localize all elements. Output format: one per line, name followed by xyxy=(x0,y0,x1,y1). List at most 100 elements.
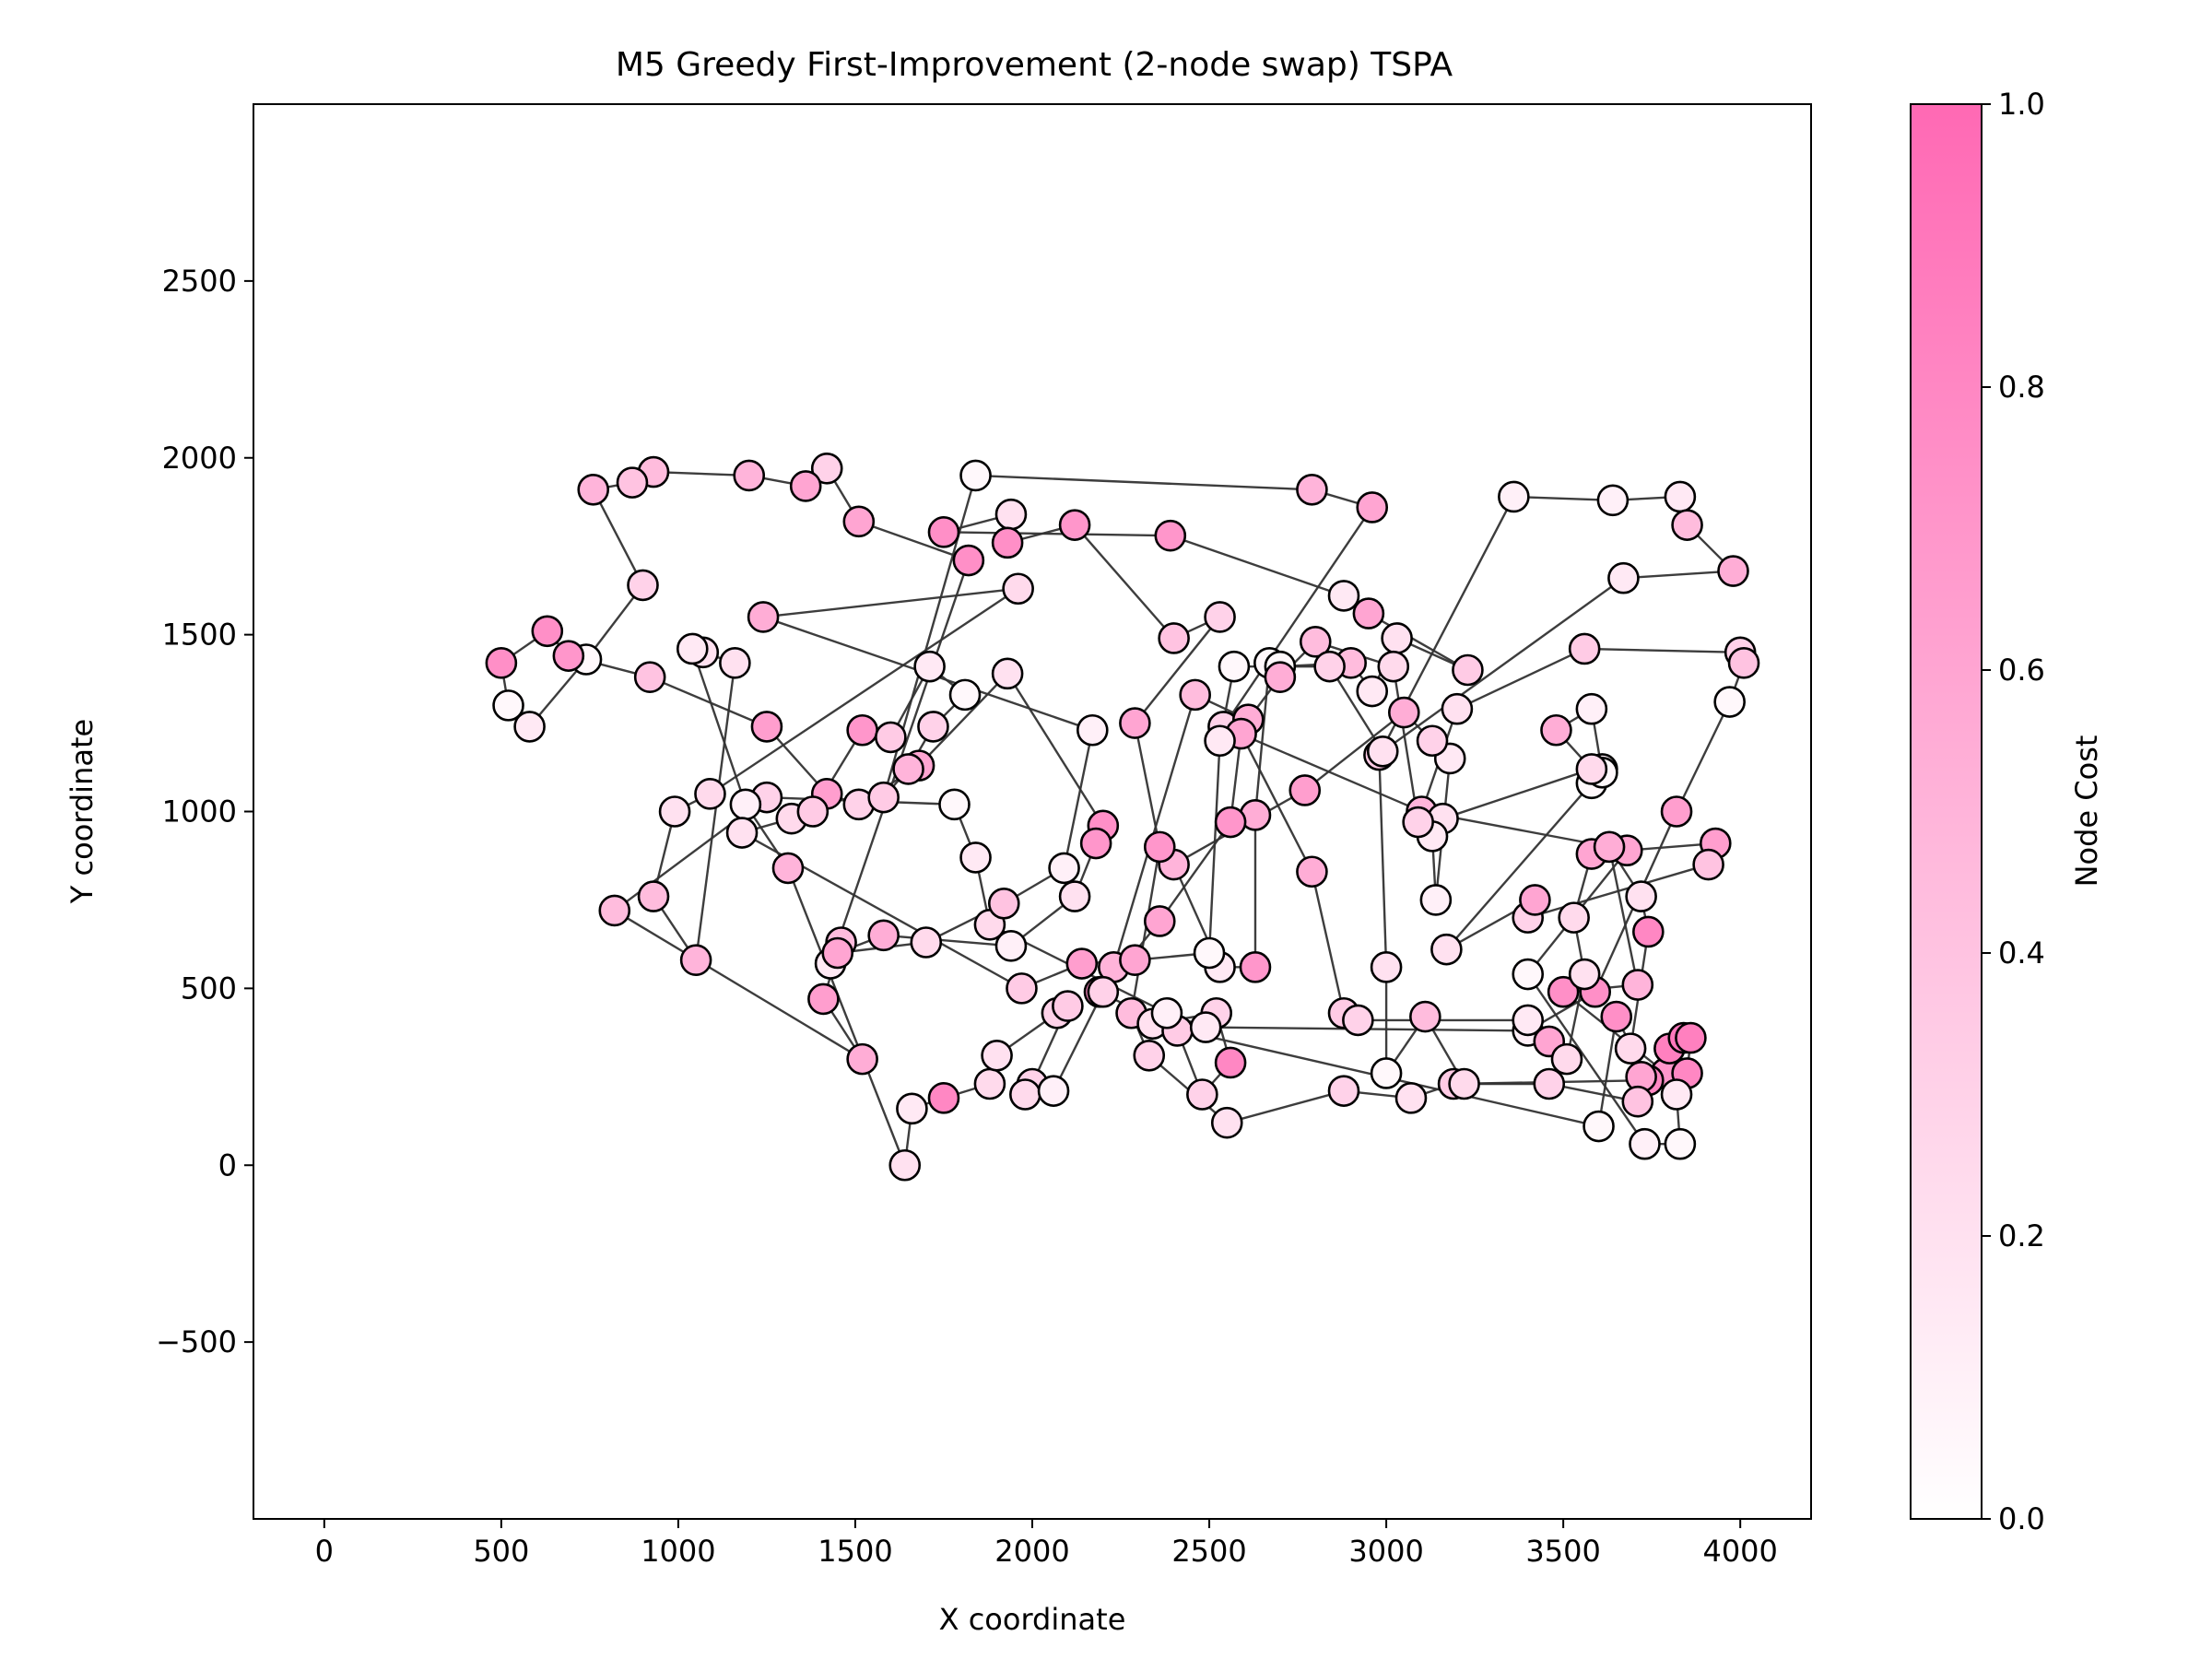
x-tick-label: 2500 xyxy=(1171,1534,1246,1569)
tour-node xyxy=(994,498,1028,531)
tour-node xyxy=(1632,915,1665,948)
tour-node xyxy=(719,647,751,679)
tour-node xyxy=(627,569,659,602)
tour-node xyxy=(694,778,726,810)
tour-node xyxy=(1568,958,1601,991)
tour-node xyxy=(1664,1127,1697,1160)
x-tick-label: 2000 xyxy=(994,1534,1069,1569)
tour-node xyxy=(1052,990,1084,1022)
tour-edge xyxy=(1445,782,1593,950)
tour-edge xyxy=(1382,577,1625,753)
tour-edge xyxy=(1074,524,1175,640)
tour-node xyxy=(1512,958,1545,991)
tour-edge xyxy=(1207,740,1221,954)
tour-node xyxy=(1204,601,1236,633)
tour-node xyxy=(598,894,631,927)
tour-node xyxy=(1607,561,1640,594)
tour-edge xyxy=(1240,733,1313,873)
tour-edge xyxy=(1159,821,1232,923)
x-tick-label: 1500 xyxy=(818,1534,892,1569)
tour-node xyxy=(846,713,878,747)
tour-edge xyxy=(1304,712,1406,792)
tour-node xyxy=(987,887,1020,920)
tour-edge xyxy=(1527,863,1709,919)
tour-node xyxy=(725,817,759,849)
tour-node xyxy=(1713,686,1746,718)
y-tick-label: 2000 xyxy=(162,441,237,476)
tour-edge xyxy=(943,531,1171,537)
tour-node xyxy=(1568,632,1601,665)
tour-node xyxy=(1204,724,1236,758)
tour-node xyxy=(1664,480,1697,513)
tour-edge xyxy=(1134,616,1221,724)
tour-node xyxy=(994,930,1028,962)
tour-node xyxy=(513,711,546,743)
tour-node xyxy=(892,753,924,785)
tour-node xyxy=(1675,1021,1707,1054)
colorbar-tick-label: 0.6 xyxy=(1998,653,2045,688)
tour-node xyxy=(810,452,843,485)
colorbar-tick-label: 0.0 xyxy=(1998,1501,2045,1536)
tour-node xyxy=(1076,713,1109,747)
tour-node xyxy=(1575,753,1608,785)
tour-node xyxy=(1313,650,1346,683)
tour-edge xyxy=(883,934,1012,947)
tour-node xyxy=(846,1042,878,1076)
tour-edge xyxy=(1311,871,1346,1014)
chart-title: M5 Greedy First-Improvement (2-node swap… xyxy=(616,46,1453,84)
tour-edge xyxy=(1052,991,1104,1092)
tour-node xyxy=(821,936,854,970)
tour-node xyxy=(1154,519,1187,552)
tour-node xyxy=(973,1067,1006,1100)
y-tick-label: 500 xyxy=(181,971,237,1006)
tour-node xyxy=(1377,650,1410,683)
tour-edge xyxy=(786,867,906,1166)
tour-node xyxy=(616,466,649,499)
tour-node xyxy=(1575,692,1608,725)
tour-node xyxy=(1547,975,1580,1008)
tour-node xyxy=(1512,1004,1545,1037)
tour-node xyxy=(1692,848,1724,881)
tour-node xyxy=(1356,675,1389,708)
tour-node xyxy=(1119,944,1151,976)
tour-node xyxy=(1002,572,1034,606)
tour-node xyxy=(485,647,518,679)
y-tick-label: 0 xyxy=(218,1147,237,1182)
tour-node xyxy=(577,473,610,506)
tour-node xyxy=(1186,1078,1218,1111)
tour-edge xyxy=(1392,665,1419,823)
tour-node xyxy=(1356,491,1389,524)
tour-node xyxy=(1717,555,1749,587)
tour-edge xyxy=(1456,647,1585,711)
tour-edge xyxy=(709,587,1019,795)
tour-edge xyxy=(1112,694,1196,968)
tour-node xyxy=(948,678,982,712)
tour-node xyxy=(747,601,780,633)
tour-node xyxy=(1621,969,1654,1001)
tour-node xyxy=(1430,933,1463,966)
tour-node xyxy=(1540,713,1572,747)
x-tick-label: 1000 xyxy=(641,1534,715,1569)
tour-nodes xyxy=(485,452,1760,1182)
tour-node xyxy=(1558,901,1590,934)
tour-node xyxy=(633,661,666,693)
tour-node xyxy=(1239,951,1272,983)
colorbar-label: Node Cost xyxy=(2069,735,2104,888)
y-tick-label: −500 xyxy=(156,1324,237,1359)
tour-node xyxy=(771,852,805,885)
tour-node xyxy=(1452,653,1484,687)
tour-node xyxy=(867,919,900,952)
colorbar-tick-label: 0.4 xyxy=(1998,935,2045,971)
tour-node xyxy=(1519,884,1551,916)
x-tick-label: 0 xyxy=(315,1534,334,1569)
tour-node xyxy=(1037,1075,1070,1107)
tour-node xyxy=(733,459,766,492)
tour-edge xyxy=(592,488,644,586)
tour-edge xyxy=(1597,1016,1618,1127)
tour-node xyxy=(1448,1067,1480,1100)
tour-edge xyxy=(1253,663,1271,816)
tour-edge xyxy=(858,520,970,562)
tour-node xyxy=(1394,1082,1428,1114)
x-axis-label: X coordinate xyxy=(939,1602,1126,1637)
